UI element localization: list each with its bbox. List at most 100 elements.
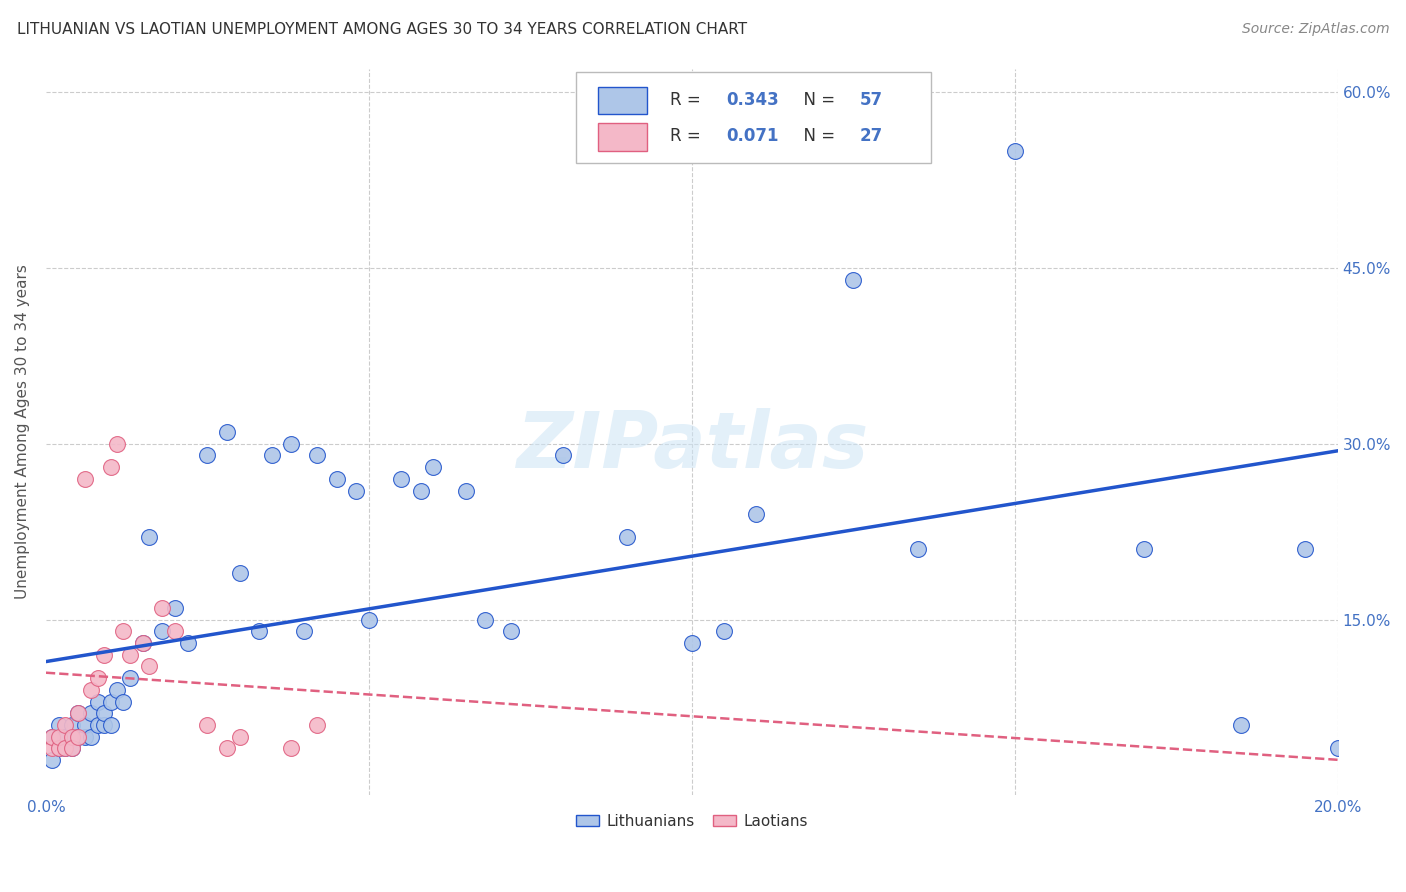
Point: [93, 718, 115, 732]
Point: [80, 682, 103, 697]
Point: [118, 648, 141, 662]
Point: [67, 730, 90, 744]
Point: [228, 730, 250, 744]
Point: [73, 472, 96, 486]
Point: [41, 741, 63, 756]
Point: [177, 636, 200, 650]
Legend: Lithuanians, Laotians: Lithuanians, Laotians: [569, 808, 814, 835]
Point: [93, 648, 115, 662]
Point: [165, 624, 187, 639]
Point: [67, 706, 90, 721]
Point: [48, 741, 70, 756]
Point: [105, 682, 128, 697]
Point: [60, 730, 83, 744]
Point: [409, 483, 432, 498]
Text: R =: R =: [669, 91, 706, 109]
Text: 27: 27: [859, 128, 883, 145]
Point: [80, 730, 103, 744]
Point: [73, 718, 96, 732]
Point: [307, 718, 329, 732]
Point: [215, 425, 238, 439]
Point: [228, 566, 250, 580]
Point: [1229, 718, 1251, 732]
Point: [292, 624, 315, 639]
Point: [53, 718, 76, 732]
Point: [344, 483, 367, 498]
Point: [1294, 542, 1316, 557]
Point: [86, 718, 108, 732]
Text: R =: R =: [669, 128, 706, 145]
Point: [60, 741, 83, 756]
Text: N =: N =: [793, 128, 839, 145]
Point: [907, 542, 929, 557]
Point: [1133, 542, 1156, 557]
Point: [48, 730, 70, 744]
Point: [73, 730, 96, 744]
Y-axis label: Unemployment Among Ages 30 to 34 years: Unemployment Among Ages 30 to 34 years: [15, 265, 30, 599]
Text: LITHUANIAN VS LAOTIAN UNEMPLOYMENT AMONG AGES 30 TO 34 YEARS CORRELATION CHART: LITHUANIAN VS LAOTIAN UNEMPLOYMENT AMONG…: [17, 22, 747, 37]
Text: ZIPatlas: ZIPatlas: [516, 409, 868, 484]
Point: [53, 730, 76, 744]
Point: [197, 449, 219, 463]
Point: [41, 730, 63, 744]
Point: [41, 753, 63, 767]
Point: [616, 531, 638, 545]
Point: [325, 472, 347, 486]
Point: [389, 472, 412, 486]
Text: 57: 57: [859, 91, 883, 109]
Point: [48, 741, 70, 756]
Point: [280, 741, 302, 756]
Point: [280, 436, 302, 450]
Point: [53, 741, 76, 756]
Point: [165, 600, 187, 615]
Text: Source: ZipAtlas.com: Source: ZipAtlas.com: [1241, 22, 1389, 37]
Point: [86, 695, 108, 709]
Point: [48, 718, 70, 732]
Point: [80, 706, 103, 721]
FancyBboxPatch shape: [598, 123, 647, 151]
Point: [150, 624, 173, 639]
Point: [93, 706, 115, 721]
Point: [307, 449, 329, 463]
Point: [53, 741, 76, 756]
Point: [60, 718, 83, 732]
Point: [197, 718, 219, 732]
Point: [499, 624, 522, 639]
Text: N =: N =: [793, 91, 839, 109]
Point: [260, 449, 283, 463]
Point: [681, 636, 703, 650]
Point: [41, 730, 63, 744]
Point: [132, 636, 155, 650]
Point: [118, 671, 141, 685]
Point: [215, 741, 238, 756]
Point: [100, 695, 122, 709]
Point: [357, 613, 380, 627]
Point: [67, 706, 90, 721]
Point: [112, 624, 135, 639]
Point: [67, 730, 90, 744]
Point: [132, 636, 155, 650]
Point: [1004, 144, 1026, 158]
Point: [713, 624, 735, 639]
Point: [551, 449, 574, 463]
Point: [86, 671, 108, 685]
Point: [100, 718, 122, 732]
Point: [454, 483, 477, 498]
FancyBboxPatch shape: [575, 72, 931, 163]
Point: [422, 460, 444, 475]
Text: 0.343: 0.343: [727, 91, 779, 109]
Point: [1326, 741, 1348, 756]
Text: 0.071: 0.071: [727, 128, 779, 145]
Point: [60, 741, 83, 756]
Point: [138, 659, 160, 673]
Point: [105, 436, 128, 450]
Point: [474, 613, 496, 627]
FancyBboxPatch shape: [598, 87, 647, 114]
Point: [150, 600, 173, 615]
Point: [138, 531, 160, 545]
Point: [745, 507, 768, 521]
Point: [112, 695, 135, 709]
Point: [842, 272, 865, 286]
Point: [100, 460, 122, 475]
Point: [247, 624, 270, 639]
